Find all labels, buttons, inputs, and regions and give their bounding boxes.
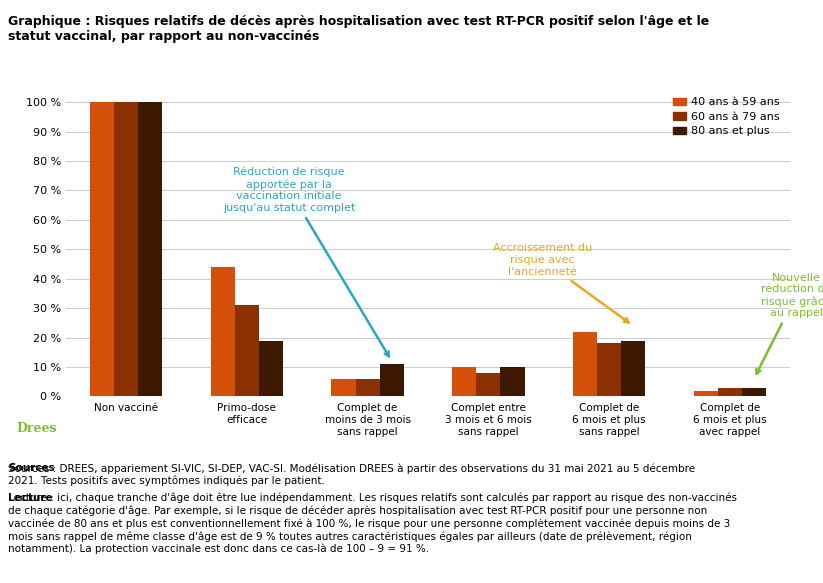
Text: statut vaccinal, par rapport au non-vaccinés: statut vaccinal, par rapport au non-vacc…	[8, 30, 319, 43]
Text: Lecture: Lecture	[8, 493, 53, 503]
Bar	[211, 267, 235, 396]
Text: de chaque catégorie d'âge. Par exemple, si le risque de décéder après hospitalis: de chaque catégorie d'âge. Par exemple, …	[8, 505, 708, 516]
Bar	[742, 388, 766, 396]
Bar	[597, 343, 621, 396]
Text: 2021. Tests positifs avec symptômes indiqués par le patient.: 2021. Tests positifs avec symptômes indi…	[8, 475, 325, 486]
Bar	[235, 305, 259, 396]
Text: vaccinée de 80 ans et plus est conventionnellement fixé à 100 %, le risque pour : vaccinée de 80 ans et plus est conventio…	[8, 518, 731, 529]
Text: mois sans rappel de même classe d'âge est de 9 % toutes autres caractéristiques : mois sans rappel de même classe d'âge es…	[8, 531, 692, 542]
Text: notamment). La protection vaccinale est donc dans ce cas-là de 100 – 9 = 91 %.: notamment). La protection vaccinale est …	[8, 544, 430, 554]
Bar	[332, 379, 356, 396]
Text: Sources : DREES, appariement SI-VIC, SI-DEP, VAC-SI. Modélisation DREES à partir: Sources : DREES, appariement SI-VIC, SI-…	[8, 463, 695, 474]
Text: Lecture : ici, chaque tranche d'âge doit être lue indépendamment. Les risques re: Lecture : ici, chaque tranche d'âge doit…	[8, 493, 737, 503]
Bar	[452, 367, 477, 396]
Text: Drees: Drees	[16, 422, 58, 436]
Bar	[477, 373, 500, 396]
Bar	[259, 340, 283, 396]
Bar	[114, 102, 138, 396]
Bar	[694, 391, 718, 396]
Text: Graphique : Risques relatifs de décès après hospitalisation avec test RT-PCR pos: Graphique : Risques relatifs de décès ap…	[8, 15, 709, 27]
Legend: 40 ans à 59 ans, 60 ans à 79 ans, 80 ans et plus: 40 ans à 59 ans, 60 ans à 79 ans, 80 ans…	[668, 93, 784, 141]
Text: Accroissement du
risque avec
l'ancienneté: Accroissement du risque avec l'anciennet…	[493, 244, 629, 322]
Text: Sources: Sources	[8, 463, 55, 473]
Bar	[573, 332, 597, 396]
Bar	[138, 102, 162, 396]
Text: Réduction de risque
apportée par la
vaccination initiale
jusqu'au statut complet: Réduction de risque apportée par la vacc…	[223, 167, 389, 356]
Bar	[500, 367, 524, 396]
Bar	[718, 388, 742, 396]
Bar	[356, 379, 379, 396]
Text: Nouvelle
réduction du
risque grâce
au rappel: Nouvelle réduction du risque grâce au ra…	[756, 273, 823, 374]
Bar	[379, 364, 404, 396]
Bar	[90, 102, 114, 396]
Bar	[621, 340, 645, 396]
